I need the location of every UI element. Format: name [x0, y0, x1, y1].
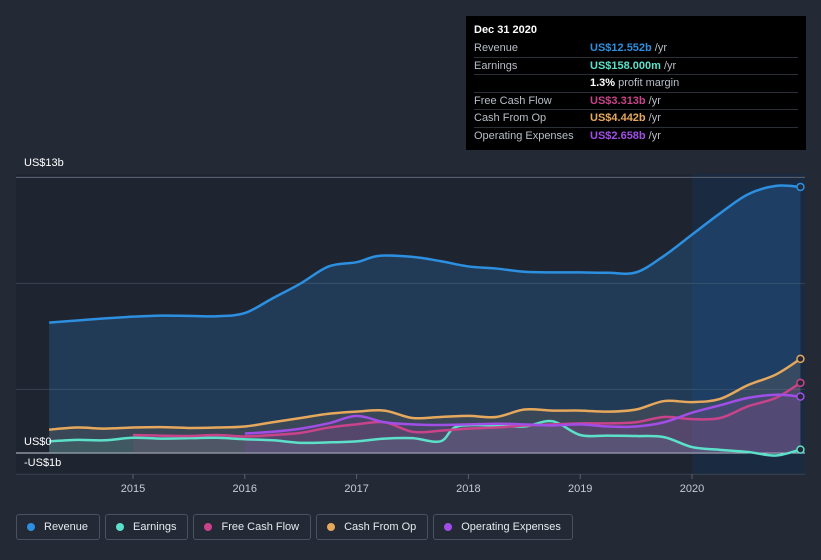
legend-label: Operating Expenses — [461, 521, 561, 533]
fcf-endpoint — [796, 378, 805, 388]
revenue-line — [49, 184, 801, 324]
legend-item-earnings[interactable]: Earnings — [105, 514, 189, 540]
revenue-area — [49, 185, 801, 453]
tooltip-row: Operating Expenses US$2.658b/yr — [474, 128, 798, 145]
legend-label: Revenue — [44, 521, 89, 533]
legend-dot-icon — [327, 523, 336, 531]
tooltip-row-value: US$4.442b — [590, 112, 646, 125]
x-tick-label: 2015 — [121, 483, 145, 495]
tooltip-row-label: Cash From Op — [474, 112, 547, 125]
tooltip-date: Dec 31 2020 — [474, 24, 537, 36]
cfo-endpoint — [796, 354, 805, 364]
legend-item-revenue[interactable]: Revenue — [16, 514, 101, 540]
legend-dot-icon — [27, 523, 35, 531]
tooltip-row-value: US$3.313b — [590, 94, 646, 107]
cfo-line — [49, 357, 802, 431]
tooltip-row-label: Earnings — [474, 59, 518, 72]
tooltip-rows: Revenue US$12.552b/yr Earnings US$158.000m /… — [474, 40, 798, 144]
cfo-area — [49, 358, 801, 453]
y-axis-top-label: US$13b — [24, 157, 64, 169]
x-tick-label: 2018 — [456, 483, 480, 495]
tooltip-row-unit: profit margin — [618, 77, 680, 90]
x-tick-label: 2017 — [344, 483, 368, 495]
opex-endpoint — [796, 392, 805, 401]
y-axis-zero-label: US$0 — [24, 436, 52, 448]
legend-item-cash-from-op[interactable]: Cash From Op — [316, 514, 429, 540]
tooltip-row-value: US$12.552b — [590, 42, 652, 55]
tooltip-row: Cash From Op US$4.442b/yr — [474, 110, 798, 128]
fcf-line — [132, 381, 802, 438]
legend-dot-icon — [116, 523, 125, 531]
earnings-area — [49, 420, 801, 456]
legend-label: Free Cash Flow — [221, 521, 300, 533]
x-tick-label: 2020 — [680, 483, 704, 495]
tooltip-row-value: US$2.658b — [590, 129, 646, 142]
chart-legend: Revenue Earnings Free Cash Flow Cash From O… — [16, 514, 573, 540]
x-axis-ticks: 2015 2016 2017 2018 2019 2020 — [121, 474, 704, 495]
legend-dot-icon — [444, 523, 453, 531]
earnings-line — [49, 419, 801, 457]
tooltip-row-unit: /yr — [648, 112, 661, 125]
tooltip-row-label: Revenue — [474, 42, 519, 55]
legend-label: Cash From Op — [344, 521, 417, 533]
tooltip-row-unit: /yr — [654, 42, 667, 55]
x-tick-label: 2016 — [233, 483, 257, 495]
gridlines — [16, 176, 805, 475]
data-tooltip: Dec 31 2020 Revenue US$12.552b/yr Earnings… — [466, 16, 806, 150]
legend-item-operating-expenses[interactable]: Operating Expenses — [433, 514, 573, 540]
tooltip-row-unit: /yr — [648, 94, 661, 107]
tooltip-row-label: Operating Expenses — [474, 129, 574, 142]
tooltip-row-unit: /yr — [663, 59, 677, 72]
tooltip-row: Earnings US$158.000m/yr — [474, 58, 798, 75]
tooltip-row-value: US$158.000m — [590, 59, 661, 72]
legend-label: Earnings — [133, 521, 177, 533]
tooltip-row: Revenue US$12.552b/yr — [474, 40, 798, 58]
series-areas — [49, 185, 801, 456]
series-lines — [49, 184, 802, 457]
tooltip-row-value: 1.3% — [590, 77, 616, 90]
revenue-endpoint — [796, 182, 805, 192]
tooltip-row: 1.3% profit margin — [474, 75, 798, 93]
tooltip-row-label: Free Cash Flow — [474, 94, 552, 107]
legend-dot-icon — [204, 523, 213, 531]
opex-line — [244, 393, 801, 435]
tooltip-row-unit: /yr — [648, 129, 661, 142]
forecast-region — [692, 174, 805, 474]
series-endpoints — [796, 182, 805, 454]
y-axis-bottom-label: -US$1b — [24, 457, 61, 469]
tooltip-row: Free Cash Flow US$3.313b/yr — [474, 93, 798, 110]
legend-item-free-cash-flow[interactable]: Free Cash Flow — [193, 514, 312, 540]
x-tick-label: 2019 — [568, 483, 592, 495]
earnings-endpoint — [796, 445, 805, 454]
